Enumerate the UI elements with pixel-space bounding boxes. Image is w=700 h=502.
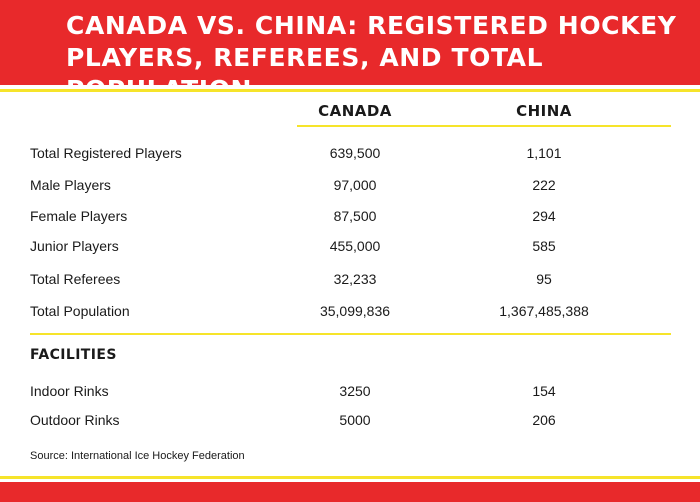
china-value: 154 <box>532 383 556 399</box>
divider-header <box>297 125 671 127</box>
column-header-canada: CANADA <box>318 102 392 120</box>
china-value: 206 <box>532 412 556 428</box>
canada-value: 32,233 <box>333 271 377 287</box>
footer-bar <box>0 482 700 502</box>
canada-value: 3250 <box>339 383 371 399</box>
canada-value: 639,500 <box>329 145 381 161</box>
column-header-china: CHINA <box>516 102 572 120</box>
canada-value: 5000 <box>339 412 371 428</box>
row-label: Female Players <box>30 208 128 224</box>
facilities-heading: FACILITIES <box>30 347 117 363</box>
table-row-indoor-rinks: Indoor Rinks 3250 154 <box>0 383 700 405</box>
divider-bottom <box>0 476 700 479</box>
china-value: 585 <box>532 238 556 254</box>
divider-facilities <box>30 333 671 335</box>
table-row-outdoor-rinks: Outdoor Rinks 5000 206 <box>0 412 700 434</box>
table-row-junior-players: Junior Players 455,000 585 <box>0 238 700 260</box>
row-label: Total Population <box>30 303 130 319</box>
table-row-total-population: Total Population 35,099,836 1,367,485,38… <box>0 303 700 325</box>
table-row-total-referees: Total Referees 32,233 95 <box>0 271 700 293</box>
table-row-male-players: Male Players 97,000 222 <box>0 177 700 199</box>
row-label: Indoor Rinks <box>30 383 109 399</box>
china-value: 1,101 <box>526 145 562 161</box>
source-note: Source: International Ice Hockey Federat… <box>30 450 245 462</box>
canada-value: 35,099,836 <box>319 303 391 319</box>
row-label: Junior Players <box>30 238 119 254</box>
table-row-female-players: Female Players 87,500 294 <box>0 208 700 230</box>
row-label: Outdoor Rinks <box>30 412 120 428</box>
china-value: 1,367,485,388 <box>499 303 589 319</box>
china-value: 222 <box>532 177 556 193</box>
china-value: 294 <box>532 208 556 224</box>
title-banner: CANADA VS. CHINA: REGISTERED HOCKEY PLAY… <box>0 0 700 104</box>
china-value: 95 <box>536 271 552 287</box>
canada-value: 87,500 <box>333 208 377 224</box>
row-label: Male Players <box>30 177 111 193</box>
canada-value: 455,000 <box>329 238 381 254</box>
canada-value: 97,000 <box>333 177 377 193</box>
divider-top <box>0 89 700 92</box>
row-label: Total Registered Players <box>30 145 182 161</box>
table-row-total-registered-players: Total Registered Players 639,500 1,101 <box>0 145 700 167</box>
page-title: CANADA VS. CHINA: REGISTERED HOCKEY PLAY… <box>66 11 677 104</box>
row-label: Total Referees <box>30 271 121 287</box>
